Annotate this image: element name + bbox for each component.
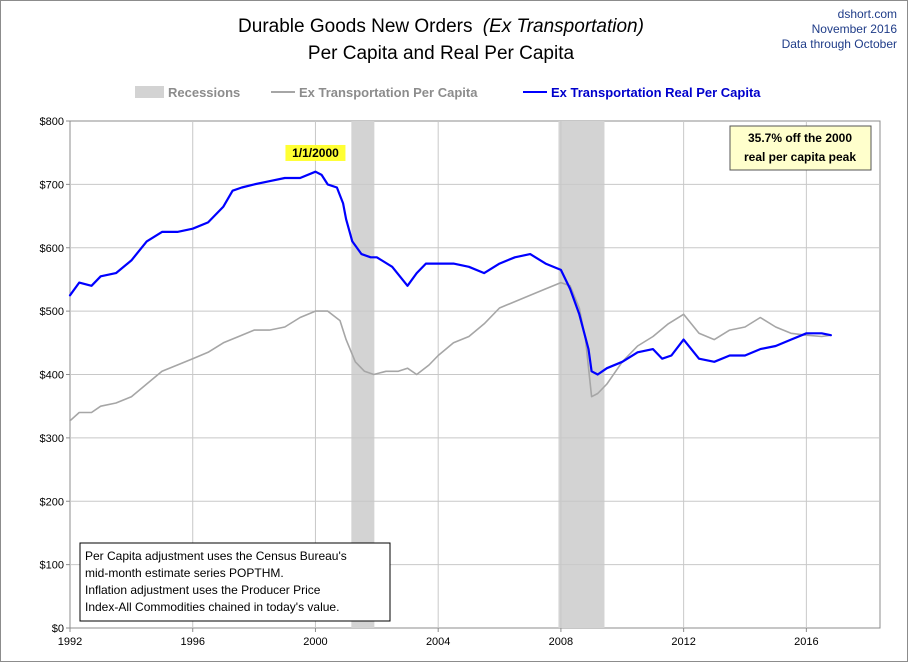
chart-title: Durable Goods New Orders (238, 16, 472, 37)
peak-label-bg (285, 144, 346, 161)
y-tick-label: $800 (40, 116, 64, 128)
x-tick-label: 2000 (303, 636, 327, 648)
methodology-note: Per Capita adjustment uses the Census Bu… (79, 542, 391, 622)
series-line-per-capita (69, 281, 832, 422)
x-tick-label: 2004 (426, 636, 450, 648)
chart-subtitle: Per Capita and Real Per Capita (308, 43, 575, 64)
note-line-2: mid-month estimate series POPTHM. (85, 566, 284, 580)
chart-title-italic: (Ex Transportation) (483, 16, 644, 37)
series-lines (68, 170, 833, 422)
callout-box: 35.7% off the 2000 real per capita peak (729, 125, 872, 171)
x-tick-label: 1992 (58, 636, 82, 648)
y-tick-label: $0 (52, 623, 64, 635)
y-tick-label: $400 (40, 370, 64, 382)
series-line-real-per-capita (68, 170, 833, 376)
callout-bg (729, 125, 872, 171)
callout-line-1: 35.7% off the 2000 (748, 131, 852, 145)
legend-label-per-capita: Ex Transportation Per Capita (299, 85, 478, 100)
note-line-3: Inflation adjustment uses the Producer P… (85, 583, 321, 597)
axis-ticks: $0 $100 $200 $300 $400 $500 $600 $700 $800 1992 19… (40, 116, 819, 648)
note-line-4: Index-All Commodities chained in today's… (85, 600, 339, 614)
x-tick-label: 2008 (549, 636, 573, 648)
legend-label-real-per-capita: Ex Transportation Real Per Capita (551, 85, 761, 100)
note-bg (79, 542, 391, 622)
source-site: dshort.com (838, 7, 897, 21)
x-tick-label: 1996 (180, 636, 204, 648)
source-data-through: Data through October (782, 37, 897, 51)
source-date: November 2016 (812, 22, 898, 36)
note-line-1: Per Capita adjustment uses the Census Bu… (85, 549, 347, 563)
peak-label: 1/1/2000 (292, 146, 339, 160)
y-tick-label: $300 (40, 433, 64, 445)
y-tick-label: $100 (40, 560, 64, 572)
y-tick-label: $500 (40, 306, 64, 318)
callout-line-2: real per capita peak (744, 150, 856, 164)
legend-label-recessions: Recessions (168, 85, 240, 100)
legend: Recessions Ex Transportation Per Capita … (135, 85, 761, 100)
chart-title-line: Durable Goods New Orders (Ex Transportat… (238, 16, 644, 37)
y-tick-label: $600 (40, 243, 64, 255)
peak-annotation: 1/1/2000 (285, 144, 346, 161)
x-tick-label: 2012 (671, 636, 695, 648)
legend-swatch-recessions (135, 86, 164, 98)
y-tick-label: $700 (40, 179, 64, 191)
y-tick-label: $200 (40, 496, 64, 508)
x-tick-label: 2016 (794, 636, 818, 648)
